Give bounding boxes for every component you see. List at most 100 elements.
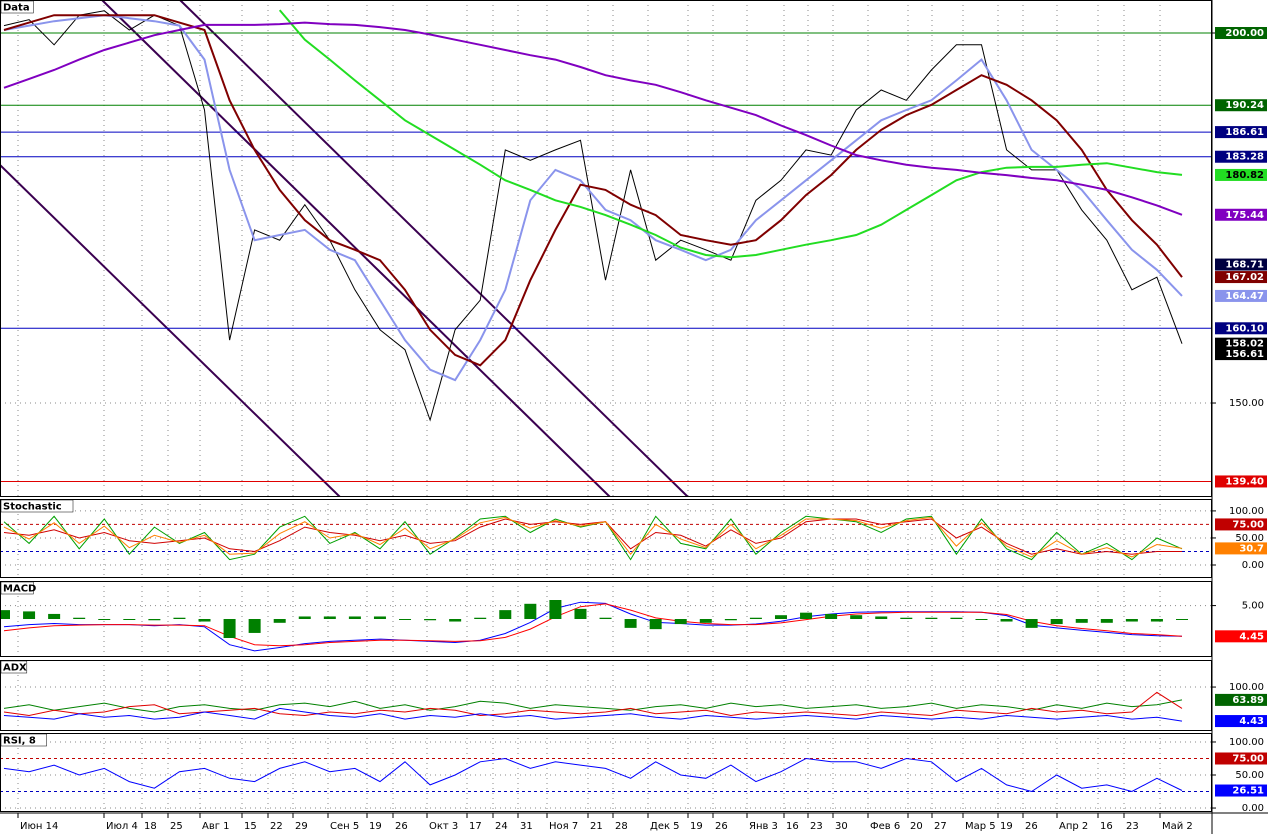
x-tick-label: Авг 1 [202, 821, 230, 832]
histogram-bar [123, 619, 136, 620]
histogram-bar [1125, 619, 1138, 622]
histogram-bar [549, 600, 562, 619]
level-label: 75.00 [1232, 753, 1264, 764]
histogram-bar [900, 617, 913, 619]
histogram-bar [574, 608, 587, 619]
histogram-bar [950, 617, 963, 619]
level-label: 26.51 [1232, 786, 1264, 797]
panel [0, 581, 1212, 657]
x-tick-label: 31 [520, 821, 533, 832]
channel-lines [0, 0, 689, 497]
x-tick-label: Мар 5 [965, 821, 996, 832]
histogram-bar [173, 617, 186, 619]
x-tick-label: 28 [615, 821, 628, 832]
level-label-bg [1215, 518, 1267, 531]
x-tick-label: 29 [295, 821, 308, 832]
histogram-bar [0, 610, 10, 619]
level-label-bg [1215, 208, 1267, 221]
x-tick-label: Фев 6 [870, 821, 900, 832]
level-label: 158.02 [1225, 339, 1264, 350]
level-label-bg [1215, 693, 1267, 706]
level-label-bg [1215, 542, 1267, 555]
histogram-bar [373, 616, 386, 619]
level-label: 4.43 [1239, 716, 1264, 727]
series-line [3, 516, 1183, 558]
panel [0, 733, 1212, 812]
panel-title-bg [0, 733, 47, 747]
panel-title: Stochastic [3, 502, 62, 513]
channel-line [101, 0, 611, 497]
level-label: 164.47 [1225, 291, 1264, 302]
level-label-bg [1215, 337, 1267, 350]
y-tick-label: 50.00 [1235, 533, 1264, 544]
level-label: 75.00 [1232, 519, 1264, 530]
histogram-bar [674, 619, 687, 625]
x-tick-label: Июл 4 [106, 821, 138, 832]
channel-line [179, 0, 689, 497]
level-label: 156.61 [1225, 349, 1264, 360]
series-line [3, 518, 1182, 555]
series-line [3, 757, 1183, 793]
level-label: 63.89 [1232, 695, 1264, 706]
level-label-bg [1215, 258, 1267, 271]
series-line [3, 691, 1183, 717]
level-label-bg [1215, 271, 1267, 284]
level-label: 186.61 [1225, 127, 1264, 138]
y-tick-label: 150.00 [1229, 398, 1264, 409]
x-tick-label: Апр 2 [1059, 821, 1088, 832]
histogram-bar [23, 611, 36, 619]
x-tick-label: 26 [715, 821, 728, 832]
histogram-bar [825, 613, 838, 619]
histogram-bar [1150, 619, 1163, 622]
level-label-bg [1215, 99, 1267, 112]
histogram-bar [624, 619, 637, 628]
series-line [3, 21, 1183, 216]
panel-title: Data [3, 3, 30, 14]
x-tick-label: 30 [835, 821, 848, 832]
x-tick-label: Янв 3 [749, 821, 778, 832]
histogram-bar [449, 619, 462, 622]
x-tick-label: 18 [144, 821, 157, 832]
series-line [3, 14, 1183, 382]
x-tick-label: 26 [1025, 821, 1038, 832]
x-tick-label: Дек 5 [650, 821, 680, 832]
level-label-bg [1215, 322, 1267, 335]
level-label: 183.28 [1225, 152, 1264, 163]
channel-line [0, 164, 341, 497]
y-tick-label: 0.00 [1242, 560, 1264, 571]
histogram-bar [524, 603, 537, 619]
x-tick-label: Июн 14 [20, 821, 58, 832]
level-label: 160.10 [1225, 323, 1264, 334]
panel-title: ADX [3, 663, 27, 674]
x-tick-label: 27 [934, 821, 947, 832]
level-label-bg [1215, 630, 1267, 643]
x-tick-label: 22 [270, 821, 283, 832]
histogram-bar [248, 619, 261, 633]
level-label: 190.24 [1225, 100, 1264, 111]
x-tick-label: 16 [786, 821, 799, 832]
histogram-bar [474, 617, 487, 619]
x-tick-label: 19 [1000, 821, 1013, 832]
histogram-bar [724, 619, 737, 621]
panel-title-bg [0, 581, 34, 595]
histogram-bar [975, 619, 988, 620]
level-label-bg [1215, 784, 1267, 797]
level-label-bg [1215, 168, 1267, 181]
histogram-bar [699, 619, 712, 623]
level-label-bg [1215, 752, 1267, 765]
panel-title: MACD [3, 584, 36, 595]
x-tick-label: Сен 5 [330, 821, 359, 832]
histogram-bar [1025, 619, 1038, 628]
x-tick-label: Окт 3 [429, 821, 458, 832]
histogram-bar [223, 619, 236, 638]
level-label: 200.00 [1225, 28, 1264, 39]
level-label: 30.7 [1239, 543, 1264, 554]
histogram-bar [1176, 619, 1188, 620]
x-tick-label: 26 [395, 821, 408, 832]
histogram-bar [649, 619, 662, 630]
histogram-bar [73, 617, 86, 619]
x-tick-label: 23 [1126, 821, 1139, 832]
level-label-bg [1215, 126, 1267, 139]
histogram-bar [1100, 619, 1113, 623]
